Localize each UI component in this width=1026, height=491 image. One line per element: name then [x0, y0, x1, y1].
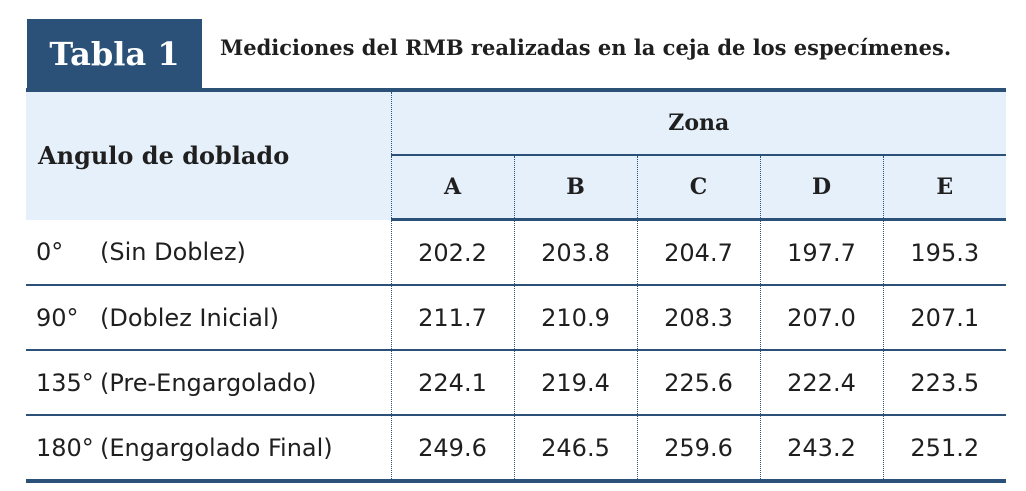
- table-cell: 224.1: [390, 350, 514, 415]
- table-cell: 210.9: [513, 285, 637, 350]
- angle-description: (Doblez Inicial): [100, 303, 279, 332]
- table-cell: 251.2: [882, 415, 1007, 481]
- angle-description: (Engargolado Final): [100, 433, 333, 462]
- table-number-label: Tabla 1: [49, 35, 180, 73]
- table-cell: 195.3: [882, 219, 1007, 285]
- table-number-tag: Tabla 1: [27, 19, 202, 89]
- table-cell: 197.7: [759, 219, 883, 285]
- row-label: 135° (Pre-Engargolado): [26, 350, 391, 415]
- row-label: 90° (Doblez Inicial): [26, 285, 391, 350]
- table-cell: 203.8: [513, 219, 637, 285]
- table-cell: 207.1: [882, 285, 1007, 350]
- table-cell: 219.4: [513, 350, 637, 415]
- angle-description: (Sin Doblez): [100, 237, 246, 266]
- angle-column-header: Angulo de doblado: [26, 90, 391, 220]
- angle-description: (Pre-Engargolado): [100, 368, 317, 397]
- table-cell: 204.7: [636, 219, 760, 285]
- table-row: 180° (Engargolado Final) 249.6 246.5 259.…: [26, 415, 1007, 481]
- zone-header-d: D: [759, 155, 883, 221]
- table-cell: 202.2: [390, 219, 514, 285]
- table-row: 0° (Sin Doblez) 202.2 203.8 204.7 197.7 1…: [26, 219, 1007, 286]
- zone-header-a: A: [390, 155, 514, 221]
- table-header: Angulo de doblado Zona A B C D E: [26, 90, 1007, 221]
- angle-value: 0°: [36, 237, 64, 266]
- zone-header-e: E: [882, 155, 1007, 221]
- table-row: 135° (Pre-Engargolado) 224.1 219.4 225.6 …: [26, 350, 1007, 415]
- table-cell: 259.6: [636, 415, 760, 481]
- zone-header-b: B: [513, 155, 637, 221]
- row-label: 0° (Sin Doblez): [26, 220, 391, 286]
- row-label: 180° (Engargolado Final): [26, 415, 391, 481]
- table-cell: 208.3: [636, 285, 760, 350]
- zone-header-c: C: [636, 155, 760, 221]
- table-cell: 249.6: [390, 415, 514, 481]
- zone-group-header: Zona: [390, 90, 1007, 156]
- angle-value: 180°: [36, 433, 94, 462]
- table-cell: 207.0: [759, 285, 883, 350]
- angle-value: 90°: [36, 303, 79, 332]
- table-cell: 223.5: [882, 350, 1007, 415]
- table-row: 90° (Doblez Inicial) 211.7 210.9 208.3 20…: [26, 285, 1007, 350]
- table-cell: 222.4: [759, 350, 883, 415]
- measurements-table: Angulo de doblado Zona A B C D E 0° (Sin …: [26, 88, 1007, 483]
- table-cell: 211.7: [390, 285, 514, 350]
- table-cell: 243.2: [759, 415, 883, 481]
- table-body: 0° (Sin Doblez) 202.2 203.8 204.7 197.7 1…: [26, 219, 1007, 481]
- table-caption: Mediciones del RMB realizadas en la ceja…: [220, 35, 952, 60]
- table-cell: 225.6: [636, 350, 760, 415]
- angle-value: 135°: [36, 368, 94, 397]
- table-cell: 246.5: [513, 415, 637, 481]
